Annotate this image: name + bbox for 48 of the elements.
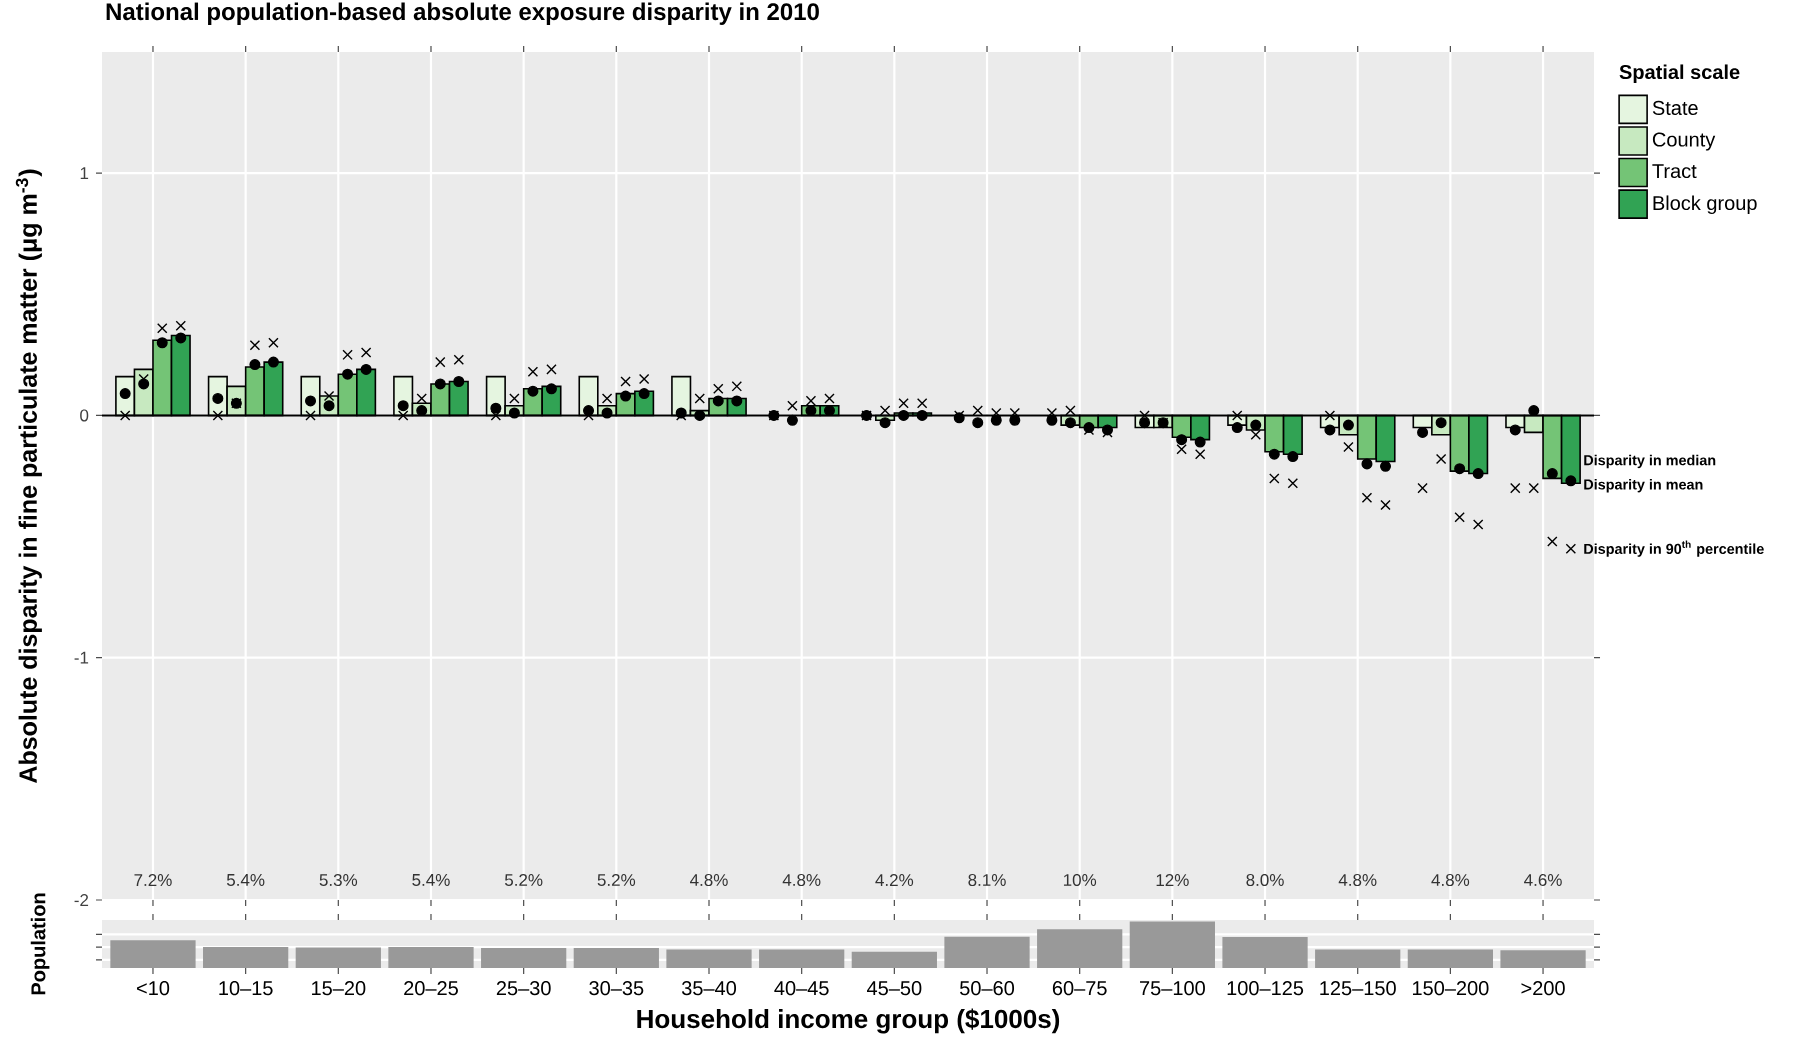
x-tick-label: <10 xyxy=(136,981,170,996)
x-tick-label: 10–15 xyxy=(219,981,273,996)
x-tick-label: 125–150 xyxy=(1320,981,1396,996)
x-tick-label: 20–25 xyxy=(404,981,458,996)
data-label: 5.3% xyxy=(319,874,358,887)
legend-title: Spatial scale xyxy=(1619,64,1740,84)
data-label: 5.4% xyxy=(412,874,450,886)
data-label: 4.8% xyxy=(1338,874,1377,887)
x-tick-label: 35–40 xyxy=(681,981,737,996)
x-tick-label: 30–35 xyxy=(589,981,644,996)
x-tick-label: 40–45 xyxy=(774,981,829,996)
x-tick-label: 150–200 xyxy=(1412,981,1489,996)
x-tick-label: 100–125 xyxy=(1227,981,1304,996)
y-tick-label: 0 xyxy=(80,409,89,422)
x-axis-title: Household income group ($1000s) xyxy=(637,1008,1060,1034)
y-tick-label: -1 xyxy=(74,651,89,664)
data-label: 4.2% xyxy=(875,874,914,886)
chart-title: National population-based absolute exposure disparity in 2010 xyxy=(106,2,819,25)
annotation: Disparity in 90$^{th}$ percentile xyxy=(1584,540,1764,557)
data-label: 7.2% xyxy=(134,874,172,886)
x-tick-label: 60–75 xyxy=(1052,981,1107,996)
data-label: 4.8% xyxy=(782,874,821,887)
data-label: 5.2% xyxy=(504,874,543,887)
legend-label: Tract xyxy=(1652,164,1697,179)
data-label: 8.0% xyxy=(1246,874,1284,887)
y-tick-label: -2 xyxy=(74,894,89,906)
x-tick-label: 50–60 xyxy=(960,981,1015,996)
x-tick-label: 75–100 xyxy=(1140,981,1205,996)
x-tick-label: 15–20 xyxy=(312,981,366,996)
legend-label: State xyxy=(1652,100,1698,116)
data-label: 4.6% xyxy=(1524,874,1562,887)
data-label: 5.4% xyxy=(226,874,265,886)
legend-label: County xyxy=(1652,132,1716,151)
data-label: 4.8% xyxy=(1431,874,1470,887)
y-axis-title: Population xyxy=(30,893,50,995)
x-tick-label: 25–30 xyxy=(496,981,551,996)
annotation: Disparity in median xyxy=(1584,454,1716,469)
data-label: 8.1% xyxy=(968,874,1006,887)
y-tick-label: 1 xyxy=(80,167,89,179)
data-label: 10% xyxy=(1063,874,1097,887)
y-axis-title: Absolute disparity in fine particulate matter (μg m$^{-3}$) xyxy=(15,169,43,784)
x-tick-label: >200 xyxy=(1521,981,1565,996)
annotation: Disparity in mean xyxy=(1584,478,1703,493)
legend-label: Block group xyxy=(1653,195,1757,215)
data-label: 4.8% xyxy=(690,874,728,887)
data-label: 5.2% xyxy=(597,874,636,887)
x-tick-label: 45–50 xyxy=(867,981,922,996)
data-label: 12% xyxy=(1156,874,1189,886)
